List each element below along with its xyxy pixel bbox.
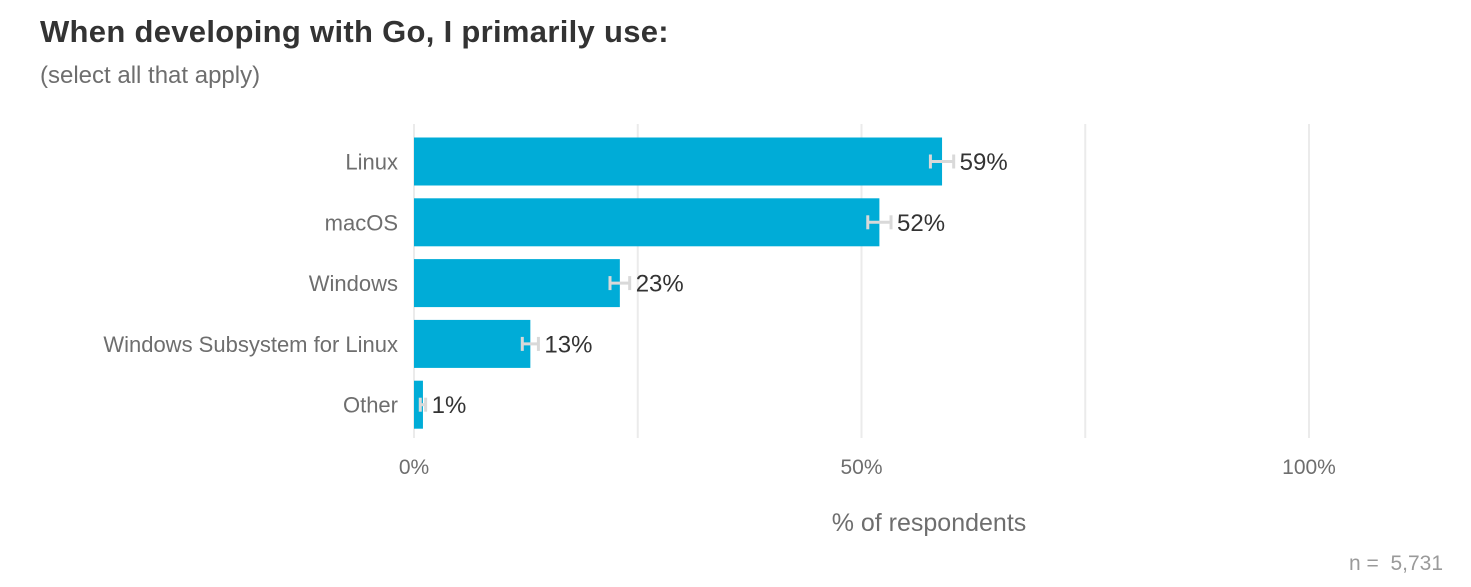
sample-size-label: n = 5,731 — [1349, 552, 1443, 575]
category-label-windows: Windows — [309, 271, 398, 296]
chart-title: When developing with Go, I primarily use… — [40, 14, 669, 49]
bar-windows — [414, 259, 620, 308]
error-bars — [418, 154, 956, 412]
data-label-windows-subsystem-for-linux: 13% — [544, 331, 592, 358]
data-label-macos: 52% — [897, 210, 945, 237]
error-bar-other — [418, 397, 428, 412]
error-bar-linux — [928, 154, 956, 169]
error-bar-windows — [608, 276, 632, 291]
x-tick-label-0: 0% — [399, 456, 429, 479]
bar-windows-subsystem-for-linux — [414, 319, 531, 368]
x-tick-label-100: 100% — [1282, 456, 1336, 479]
category-label-macos: macOS — [325, 210, 398, 235]
category-label-windows-subsystem-for-linux: Windows Subsystem for Linux — [103, 332, 398, 357]
data-labels: 59% 52% 23% 13% 1% — [432, 149, 1008, 419]
x-axis-label: % of respondents — [832, 509, 1027, 537]
data-label-windows: 23% — [636, 271, 684, 298]
data-label-other: 1% — [432, 392, 467, 419]
x-tick-labels: 0% 50% 100% — [399, 456, 1336, 479]
bar-linux — [414, 137, 943, 186]
chart-subtitle: (select all that apply) — [40, 62, 261, 89]
category-label-other: Other — [343, 393, 398, 418]
error-bar-windows-subsystem-for-linux — [520, 336, 540, 351]
bars — [414, 137, 943, 429]
x-tick-label-50: 50% — [840, 456, 882, 479]
error-bar-macos — [866, 215, 893, 230]
bar-macos — [414, 198, 880, 247]
category-labels: Linux macOS Windows Windows Subsystem for L… — [103, 150, 398, 418]
bar-other — [414, 380, 423, 429]
data-label-linux: 59% — [960, 149, 1008, 176]
category-label-linux: Linux — [345, 150, 398, 175]
